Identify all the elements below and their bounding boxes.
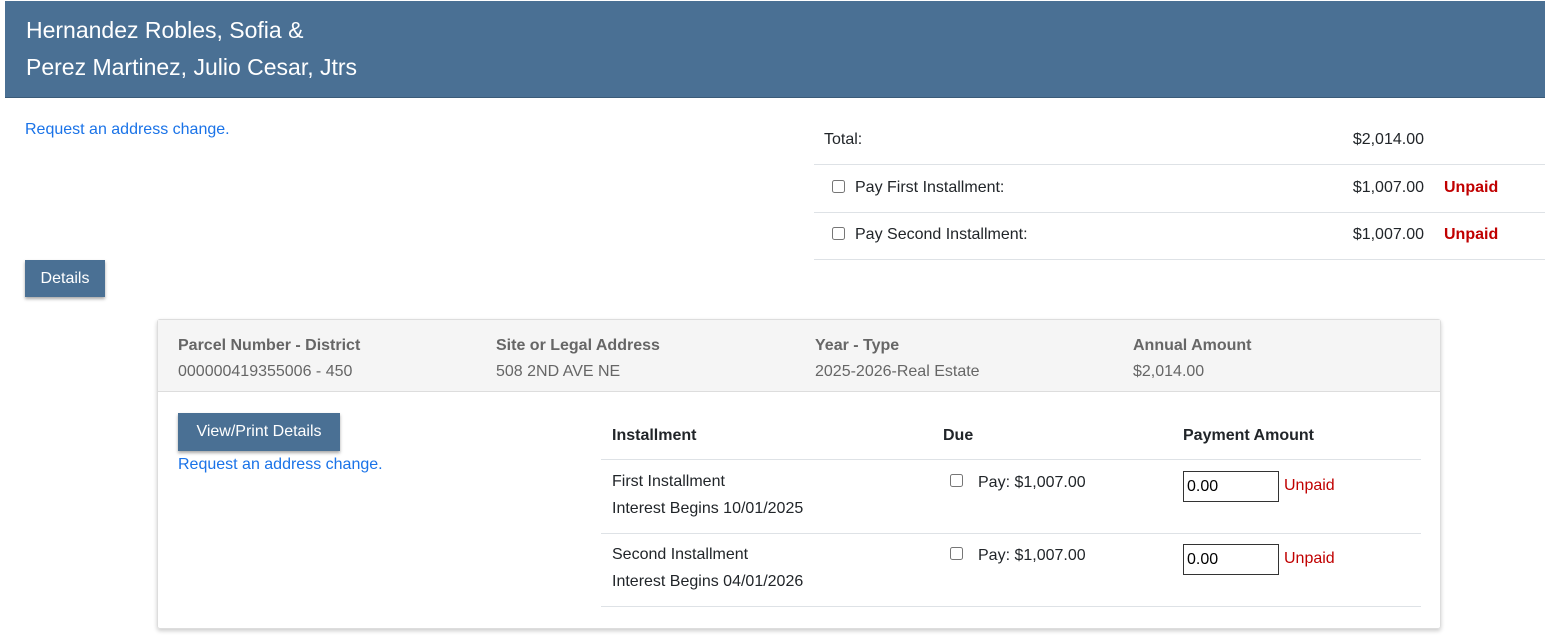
summary-total-row: Total: $2,014.00 (814, 117, 1545, 165)
parcel-card: Parcel Number - District 000000419355006 … (157, 319, 1441, 629)
pay-first-installment-checkbox[interactable] (832, 180, 845, 193)
summary-second-installment-row: Pay Second Installment: $1,007.00 Unpaid (814, 212, 1545, 260)
interest-date: Interest Begins 04/01/2026 (612, 573, 804, 590)
year-type: 2025-2026-Real Estate (815, 363, 980, 380)
table-row: First Installment Interest Begins 10/01/… (601, 460, 1421, 534)
column-label: Site or Legal Address (496, 337, 660, 354)
parcel-card-header: Parcel Number - District 000000419355006 … (158, 320, 1440, 392)
column-label: Annual Amount (1133, 337, 1252, 354)
header-payment-amount: Payment Amount (1183, 427, 1314, 444)
due-amount: Pay: $1,007.00 (978, 547, 1086, 564)
owner-name-line1: Hernandez Robles, Sofia & (26, 17, 304, 43)
pay-second-checkbox[interactable] (950, 547, 963, 560)
summary-row-amount: $1,007.00 (1352, 179, 1424, 196)
status-badge: Unpaid (1444, 226, 1499, 243)
column-label: Year - Type (815, 337, 900, 354)
details-button[interactable]: Details (25, 260, 105, 297)
pay-second-installment-checkbox[interactable] (832, 227, 845, 240)
summary-first-installment-row: Pay First Installment: $1,007.00 Unpaid (814, 165, 1545, 213)
parcel-number: 000000419355006 - 450 (178, 363, 353, 380)
request-address-change-link[interactable]: Request an address change. (25, 121, 230, 138)
second-payment-amount-input[interactable] (1183, 544, 1279, 575)
status-badge: Unpaid (1284, 477, 1335, 494)
total-label: Total: (824, 131, 863, 148)
owner-header: Hernandez Robles, Sofia & Perez Martinez… (5, 1, 1545, 98)
table-row: Second Installment Interest Begins 04/01… (601, 533, 1421, 607)
header-due: Due (943, 427, 974, 444)
header-installment: Installment (612, 427, 697, 444)
installment-name: Second Installment (612, 546, 749, 563)
status-badge: Unpaid (1444, 179, 1499, 196)
summary-row-label: Pay First Installment: (855, 179, 1005, 196)
view-print-details-button[interactable]: View/Print Details (178, 413, 340, 451)
owner-name-line2: Perez Martinez, Julio Cesar, Jtrs (26, 54, 358, 80)
table-header: Installment Due Payment Amount (601, 410, 1421, 460)
card-request-address-change-link[interactable]: Request an address change. (178, 456, 383, 473)
status-badge: Unpaid (1284, 550, 1335, 567)
total-amount: $2,014.00 (1352, 131, 1424, 148)
interest-date: Interest Begins 10/01/2025 (612, 500, 804, 517)
installment-name: First Installment (612, 473, 725, 490)
summary-row-label: Pay Second Installment: (855, 226, 1028, 243)
annual-amount: $2,014.00 (1133, 363, 1205, 380)
pay-first-checkbox[interactable] (950, 474, 963, 487)
first-payment-amount-input[interactable] (1183, 471, 1279, 502)
column-label: Parcel Number - District (178, 337, 361, 354)
summary-row-amount: $1,007.00 (1352, 226, 1424, 243)
due-amount: Pay: $1,007.00 (978, 474, 1086, 491)
site-address: 508 2ND AVE NE (496, 363, 621, 380)
